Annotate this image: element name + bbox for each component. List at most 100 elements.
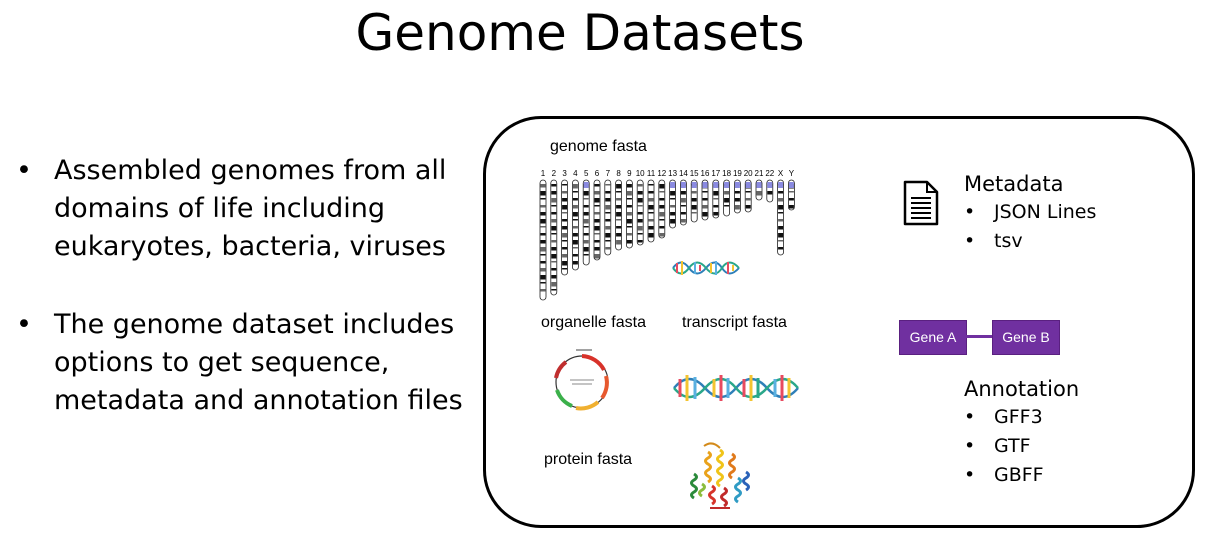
chromosome-band [626, 184, 632, 188]
chromosome-label: 15 [690, 169, 699, 178]
chromosome-band [540, 268, 546, 272]
chromosome-band [702, 205, 708, 209]
chromosome-band [637, 191, 643, 195]
chromosome-band [540, 212, 546, 216]
chromosome-band [562, 205, 568, 210]
chromosome-band [583, 205, 589, 208]
chromosome-label: 8 [616, 169, 621, 178]
chromosome-satellite [702, 182, 708, 188]
chromosome-band [540, 261, 546, 264]
chromosome-band [670, 198, 676, 200]
chromosome-band [605, 205, 611, 210]
chromosome-band [594, 226, 600, 231]
chromosome-band [572, 226, 578, 229]
chromosome-band [594, 233, 600, 235]
chromosome-band [788, 191, 794, 193]
annotation-format-list: • GFF3 • GTF • GBFF [964, 403, 1044, 490]
chromosome-bar [647, 179, 655, 243]
chromosome-band [648, 219, 654, 222]
chromosome-label: X [778, 169, 784, 178]
chromosome-band [648, 198, 654, 202]
chromosome-satellite [583, 182, 589, 188]
chromosome-band [691, 212, 697, 214]
chromosome-band [637, 226, 643, 231]
chromosome-band [605, 198, 611, 202]
chromosome-band [659, 205, 665, 209]
chromosome-band [540, 205, 546, 208]
format-label: tsv [994, 230, 1023, 252]
chromosome-band [616, 226, 622, 229]
chromosome-band [594, 205, 600, 207]
chromosome-band [691, 198, 697, 202]
chromosome-band [745, 191, 751, 193]
chromosome-band [616, 233, 622, 237]
chromosome-band [702, 212, 708, 217]
document-icon [903, 180, 939, 226]
chromosome-band [616, 212, 622, 217]
chromosome-satellite [756, 182, 762, 188]
chromosome-band [713, 212, 719, 216]
chromosome-band [659, 226, 665, 229]
chromosome-band [594, 184, 600, 187]
chromosome-label: 14 [679, 169, 688, 178]
chromosome-band [572, 212, 578, 217]
chromosome-band [605, 212, 611, 214]
transcript-fasta-label: transcript fasta [682, 314, 787, 331]
chromosome-label: 2 [552, 169, 557, 178]
chromosome-band [680, 191, 686, 195]
chromosome-band [583, 212, 589, 216]
chromosome-band [778, 205, 784, 210]
chromosome-band [713, 205, 719, 208]
chromosome-band [583, 198, 589, 200]
chromosome-label: 21 [755, 169, 764, 178]
chromosome-band [680, 219, 686, 223]
chromosome-band [551, 233, 557, 235]
chromosome-band [540, 198, 546, 200]
chromosome-band [745, 198, 751, 201]
chromosome-band [616, 240, 622, 245]
chromosome-band [594, 198, 600, 203]
bullet-marker: • [16, 155, 32, 186]
chromosome-band [562, 254, 568, 258]
chromosome-band [540, 240, 546, 244]
chromosome-satellite [691, 182, 697, 188]
chromosome-band [616, 198, 622, 201]
chromosome-band [659, 198, 665, 201]
gene-b-box: Gene B [992, 320, 1060, 355]
chromosome-band [616, 219, 622, 221]
chromosome-band [626, 219, 632, 224]
chromosome-label: 1 [541, 169, 546, 178]
chromosome-band [605, 184, 611, 186]
chromosome-band [734, 191, 740, 194]
chromosome-band [734, 205, 740, 210]
chromosome-band [626, 191, 632, 196]
chromosome-band [551, 282, 557, 287]
chromosome-band [626, 205, 632, 208]
chromosome-label: 5 [584, 169, 589, 178]
chromosome-band [626, 198, 632, 200]
chromosome-label: 6 [595, 169, 600, 178]
chromosome-satellite [767, 182, 773, 188]
bullet-marker: • [16, 309, 32, 340]
chromosome-label: 17 [711, 169, 720, 178]
chromosome-band [778, 247, 784, 250]
list-item: • JSON Lines [964, 198, 1096, 227]
list-item: • GFF3 [964, 403, 1044, 432]
chromosome-band [605, 191, 611, 194]
gene-a-box: Gene A [899, 320, 967, 355]
chromosome-band [551, 184, 557, 187]
dna-helix-icon [672, 261, 740, 275]
chromosome-label: Y [789, 169, 795, 178]
chromosome-label: 7 [606, 169, 611, 178]
chromosome-band [551, 275, 557, 279]
chromosome-band [594, 254, 600, 259]
chromosome-band [626, 212, 632, 216]
chromosome-band [778, 212, 784, 214]
chromosome-band [562, 247, 568, 250]
chromosome-ideogram-icon: 1 2 3 4 5 6 7 8 9 10 11 12 13 14 15 16 17 18 19 20 21 22 X Y [539, 169, 795, 301]
chromosome-band [745, 205, 751, 209]
chromosome-band [551, 198, 557, 203]
chromosome-bar [658, 179, 666, 239]
chromosome-satellite [734, 182, 740, 188]
page-title: Genome Datasets [355, 4, 805, 62]
